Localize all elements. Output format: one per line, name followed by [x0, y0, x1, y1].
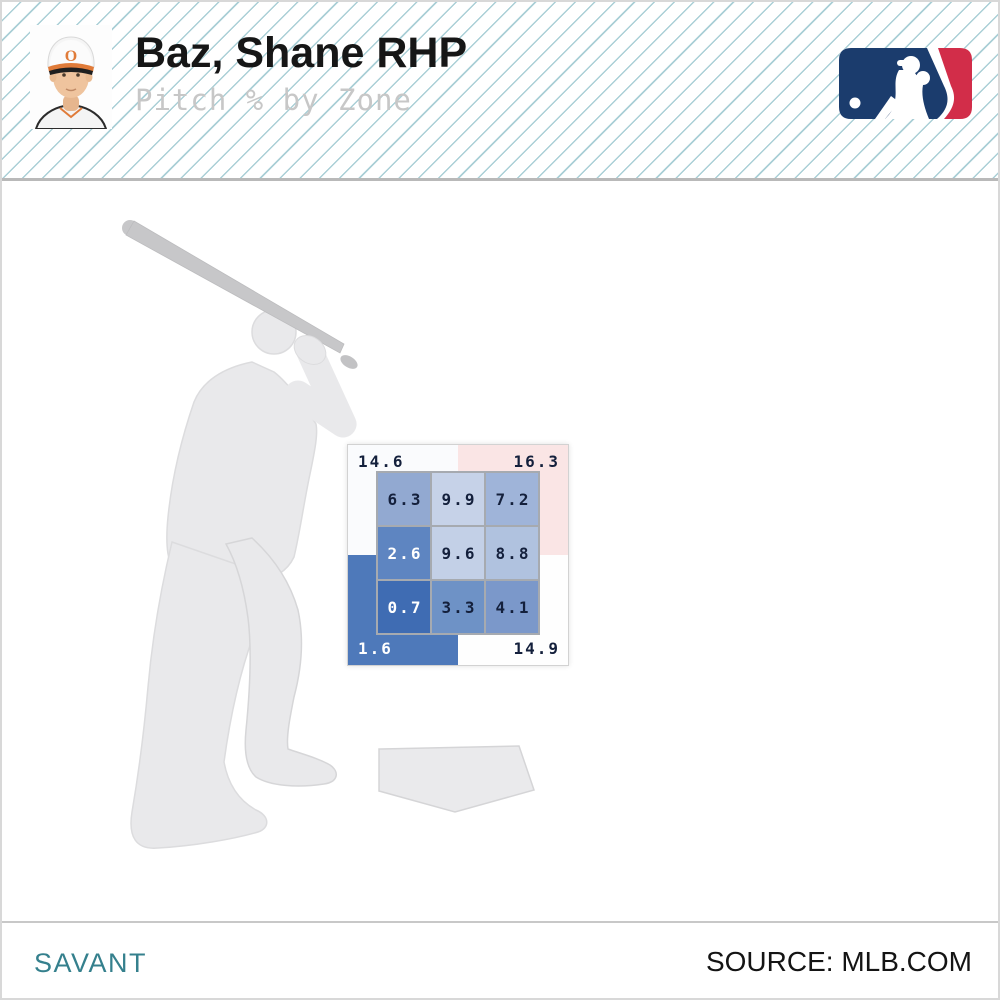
inner-zone-r1c1: 6.3 [378, 473, 430, 525]
pitch-zone-chart: 6.3 9.9 7.2 2.6 9.6 8.8 0.7 3.3 4.1 14.6 16.3 1.6 1… [347, 444, 569, 666]
home-plate-icon [378, 745, 535, 813]
inner-zone-r3c2: 3.3 [432, 581, 484, 633]
svg-text:O: O [65, 48, 77, 65]
footer-divider [2, 921, 998, 923]
page-subtitle: Pitch % by Zone [135, 83, 412, 118]
outer-zone-value-bottom-right: 14.9 [513, 639, 560, 658]
player-photo: O [30, 25, 112, 129]
outer-zone-value-top-left: 14.6 [358, 452, 405, 471]
inner-zone-r1c3: 7.2 [486, 473, 538, 525]
title-block: Baz, Shane RHP Pitch % by Zone [135, 29, 468, 118]
page-title: Baz, Shane RHP [135, 29, 468, 77]
mlb-logo-red [938, 48, 972, 119]
inner-zone-r2c3: 8.8 [486, 527, 538, 579]
inner-zone-grid: 6.3 9.9 7.2 2.6 9.6 8.8 0.7 3.3 4.1 [376, 471, 540, 635]
inner-zone-r3c1: 0.7 [378, 581, 430, 633]
bat-icon [122, 220, 358, 369]
field-art [122, 220, 535, 849]
inner-zone-r2c1: 2.6 [378, 527, 430, 579]
outer-zone-value-top-right: 16.3 [513, 452, 560, 471]
header: O Baz, Shane RHP Pitch % by Zone [2, 2, 998, 181]
brand-savant: SAVANT [34, 948, 148, 978]
mlb-logo [839, 48, 972, 119]
inner-zone-r1c2: 9.9 [432, 473, 484, 525]
inner-zone-r2c2: 9.6 [432, 527, 484, 579]
inner-zone-r3c3: 4.1 [486, 581, 538, 633]
source-credit: SOURCE: MLB.COM [705, 946, 972, 977]
outer-zone-value-bottom-left: 1.6 [358, 639, 393, 658]
batter-silhouette [122, 220, 358, 849]
